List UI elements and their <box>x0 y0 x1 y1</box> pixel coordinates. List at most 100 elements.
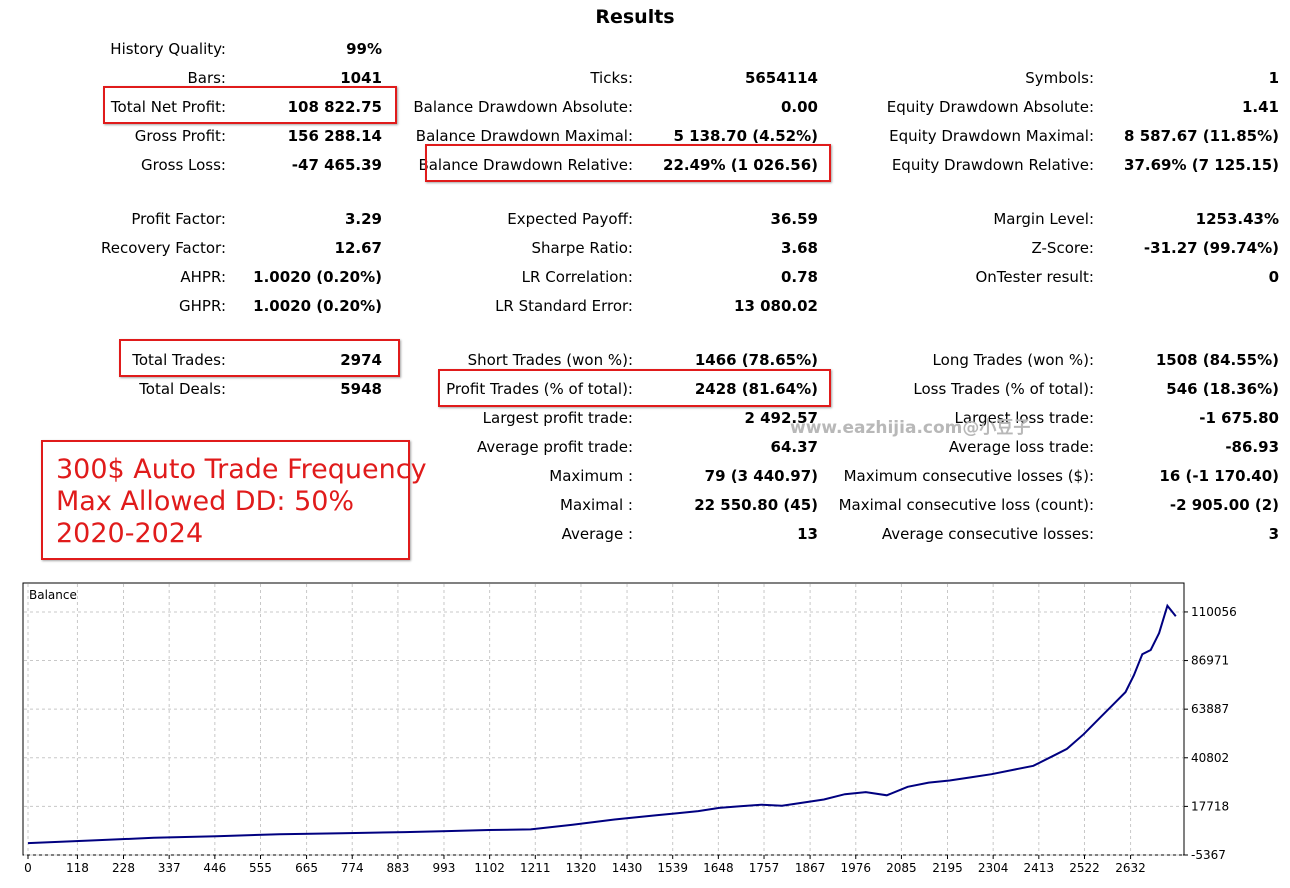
result-row: Gross Loss: -47 465.39 Balance Drawdown Re… <box>0 154 1290 176</box>
result-label: Margin Level: <box>993 210 1094 228</box>
result-value: 5654114 <box>744 69 818 87</box>
result-value: 1.41 <box>1241 98 1279 116</box>
result-row: Average : 13 Average consecutive losses: 3 <box>0 523 1290 545</box>
result-value: 8 587.67 (11.85%) <box>1124 127 1279 145</box>
result-value: -2 905.00 (2) <box>1169 496 1279 514</box>
x-tick-label: 1539 <box>657 861 688 875</box>
y-tick-label: -5367 <box>1191 848 1226 862</box>
result-row: Bars: 1041 Ticks: 5654114 Symbols: 1 <box>0 67 1290 89</box>
annotation-line: 300$ Auto Trade Frequency <box>56 454 427 485</box>
x-tick-label: 774 <box>341 861 364 875</box>
result-label: Ticks: <box>590 69 633 87</box>
x-tick-label: 2304 <box>978 861 1009 875</box>
result-value: 12.67 <box>334 239 382 257</box>
x-tick-label: 1867 <box>795 861 826 875</box>
result-label: Expected Payoff: <box>507 210 633 228</box>
highlight-total-trades <box>119 339 400 377</box>
result-label: OnTester result: <box>975 268 1094 286</box>
y-tick-label: 110056 <box>1191 605 1237 619</box>
result-value: 1.0020 (0.20%) <box>253 268 382 286</box>
result-label: Average consecutive losses: <box>881 525 1094 543</box>
result-value: 3.29 <box>344 210 382 228</box>
annotation-line: 2020-2024 <box>56 518 204 549</box>
result-row: GHPR: 1.0020 (0.20%) LR Standard Error: 13 … <box>0 295 1290 317</box>
result-label: Total Trades: <box>132 351 226 369</box>
balance-chart: Balance -536717718408026388786971110056 … <box>22 582 1237 875</box>
highlight-profit-trades <box>438 369 831 407</box>
y-tick-label: 86971 <box>1191 654 1229 668</box>
x-tick-label: 993 <box>433 861 456 875</box>
x-tick-label: 1648 <box>703 861 734 875</box>
result-row: Total Deals: 5948 Profit Trades (% of tota… <box>0 378 1290 400</box>
x-tick-label: 2413 <box>1024 861 1055 875</box>
x-tick-label: 2195 <box>932 861 963 875</box>
result-value: 13 <box>797 525 818 543</box>
result-row: Maximal : 22 550.80 (45) Maximal consecuti… <box>0 494 1290 516</box>
result-value: 3 <box>1268 525 1279 543</box>
result-value: 22.49% (1 026.56) <box>663 156 818 174</box>
result-value: 1253.43% <box>1195 210 1279 228</box>
result-label: Long Trades (won %): <box>932 351 1094 369</box>
watermark: www.eazhijia.com@小豆子 <box>790 418 1031 438</box>
result-label: Maximum consecutive losses ($): <box>843 467 1094 485</box>
x-tick-label: 1211 <box>520 861 551 875</box>
result-value: 5948 <box>340 380 382 398</box>
result-label: Total Net Profit: <box>110 98 226 116</box>
result-label: AHPR: <box>180 268 226 286</box>
x-tick-label: 337 <box>158 861 181 875</box>
result-label: Balance Drawdown Relative: <box>418 156 633 174</box>
result-label: Balance Drawdown Maximal: <box>415 127 633 145</box>
results-title: Results <box>595 6 675 28</box>
result-label: History Quality: <box>110 40 226 58</box>
result-value: -1 675.80 <box>1199 409 1279 427</box>
result-label: Equity Drawdown Maximal: <box>889 127 1094 145</box>
result-label: Profit Factor: <box>131 210 226 228</box>
x-tick-label: 2632 <box>1115 861 1146 875</box>
result-label: Maximal : <box>560 496 633 514</box>
result-label: Maximum : <box>549 467 633 485</box>
result-row: Total Trades: 2974 Short Trades (won %): 14… <box>0 349 1290 371</box>
result-label: Average loss trade: <box>948 438 1094 456</box>
result-label: Maximal consecutive loss (count): <box>838 496 1094 514</box>
x-tick-label: 1102 <box>474 861 505 875</box>
result-value: 3.68 <box>780 239 818 257</box>
x-tick-label: 555 <box>249 861 272 875</box>
chart-frame <box>22 582 1185 856</box>
result-label: Gross Profit: <box>134 127 226 145</box>
result-value: 0.00 <box>780 98 818 116</box>
result-label: Sharpe Ratio: <box>531 239 633 257</box>
result-value: 546 (18.36%) <box>1166 380 1279 398</box>
result-label: LR Standard Error: <box>495 297 633 315</box>
result-value: 64.37 <box>770 438 818 456</box>
result-row: Average profit trade: 64.37 Average loss t… <box>0 436 1290 458</box>
result-label: Largest loss trade: <box>954 409 1094 427</box>
result-value: 1 <box>1268 69 1279 87</box>
result-row: AHPR: 1.0020 (0.20%) LR Correlation: 0.78 On… <box>0 266 1290 288</box>
result-row: Maximum : 79 (3 440.97) Maximum consecutiv… <box>0 465 1290 487</box>
result-value: 1466 (78.65%) <box>694 351 818 369</box>
result-label: Symbols: <box>1025 69 1094 87</box>
x-tick-label: 118 <box>66 861 89 875</box>
result-value: 13 080.02 <box>734 297 818 315</box>
result-value: -86.93 <box>1225 438 1279 456</box>
result-label: Profit Trades (% of total): <box>446 380 633 398</box>
x-tick-label: 2522 <box>1069 861 1100 875</box>
result-label: Short Trades (won %): <box>467 351 633 369</box>
result-value: -31.27 (99.74%) <box>1143 239 1279 257</box>
x-tick-label: 1757 <box>749 861 780 875</box>
result-value: 1.0020 (0.20%) <box>253 297 382 315</box>
x-tick-label: 228 <box>112 861 135 875</box>
y-tick-label: 63887 <box>1191 702 1229 716</box>
highlight-balance-drawdown-relative <box>425 144 831 182</box>
result-label: Recovery Factor: <box>100 239 226 257</box>
result-label: Gross Loss: <box>141 156 226 174</box>
annotation-line: Max Allowed DD: 50% <box>56 486 355 517</box>
result-value: 16 (-1 170.40) <box>1159 467 1279 485</box>
result-value: 1508 (84.55%) <box>1155 351 1279 369</box>
highlight-total-net-profit <box>103 86 397 124</box>
y-tick-label: 17718 <box>1191 799 1229 813</box>
x-tick-label: 0 <box>24 861 32 875</box>
result-label: Average : <box>561 525 633 543</box>
result-label: Average profit trade: <box>476 438 633 456</box>
result-value: 5 138.70 (4.52%) <box>673 127 818 145</box>
